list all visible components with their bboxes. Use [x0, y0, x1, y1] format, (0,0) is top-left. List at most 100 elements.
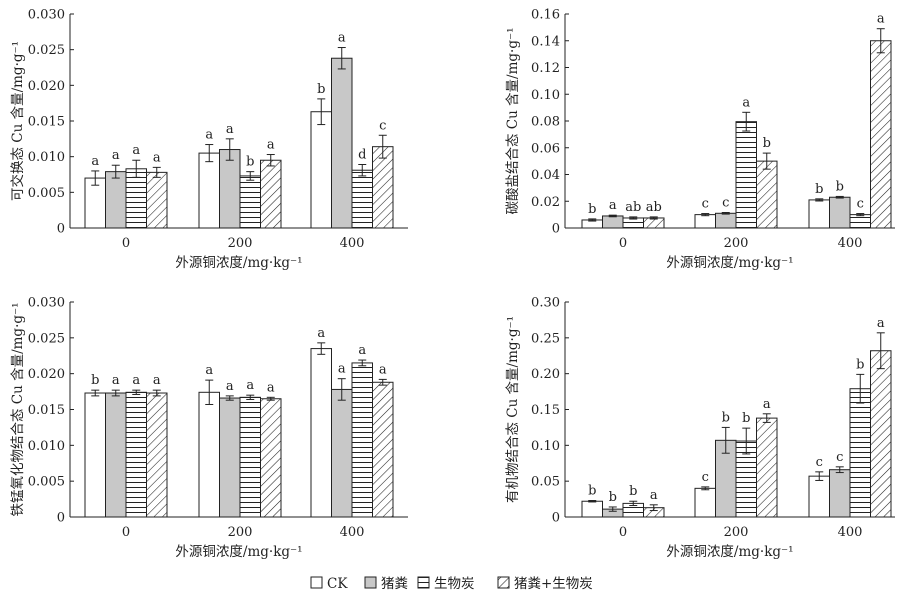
- y-axis-label: 可交换态 Cu 含量/mg·g⁻¹: [9, 41, 26, 201]
- y-tick-label: 0.10: [531, 88, 560, 103]
- y-tick-label: 0.025: [28, 43, 65, 58]
- bar: [260, 398, 282, 518]
- significance-letter: b: [836, 179, 844, 194]
- bar: [372, 146, 394, 229]
- significance-letter: a: [226, 379, 234, 394]
- significance-letter: b: [856, 357, 864, 372]
- legend-swatch: [497, 576, 510, 589]
- y-tick-label: 0.08: [531, 115, 560, 130]
- significance-letter: a: [338, 31, 346, 46]
- y-tick-label: 0.010: [28, 439, 65, 454]
- significance-letter: a: [338, 362, 346, 377]
- chart-panel-1: 0 0.005 0.010 0.015 0.020 0.025 0.030 0 200 400 外源…: [9, 8, 408, 271]
- significance-letter: b: [246, 155, 254, 170]
- y-tick-label: 0: [57, 511, 65, 526]
- y-tick-label: 0.015: [28, 115, 65, 130]
- y-axis-label: 铁锰氧化物结合态 Cu 含量/mg·g⁻¹: [10, 302, 26, 516]
- y-tick-label: 0.15: [531, 403, 560, 418]
- bar: [735, 121, 757, 229]
- chart-panel-3: 0 0.005 0.010 0.015 0.020 0.025 0.030 0 200 400 外源…: [10, 296, 408, 560]
- significance-letter: a: [379, 362, 387, 377]
- y-tick-label: 0.030: [28, 8, 65, 23]
- significance-letter: a: [112, 373, 120, 388]
- y-tick-label: 0.04: [531, 168, 560, 183]
- bar: [239, 175, 261, 229]
- bar: [829, 469, 851, 518]
- bar: [105, 171, 127, 229]
- x-tick-label: 400: [838, 525, 863, 540]
- x-axis-label: 外源铜浓度/mg·kg⁻¹: [175, 544, 302, 560]
- bar: [849, 388, 871, 518]
- y-tick-label: 0.020: [28, 367, 65, 382]
- bar: [331, 57, 353, 229]
- bar: [146, 392, 168, 518]
- bar: [756, 417, 778, 518]
- significance-letter: b: [588, 484, 596, 499]
- significance-letter: a: [742, 95, 750, 110]
- significance-letter: d: [358, 148, 366, 163]
- legend-label: 生物炭: [434, 576, 475, 592]
- bar: [84, 392, 106, 518]
- bar: [808, 475, 830, 518]
- significance-letter: a: [153, 150, 161, 165]
- x-tick-label: 200: [724, 236, 749, 251]
- bar: [331, 388, 353, 518]
- significance-letter: a: [205, 128, 213, 143]
- bar: [198, 152, 220, 229]
- y-tick-label: 0.20: [531, 367, 560, 382]
- significance-letter: a: [877, 12, 885, 27]
- bar: [829, 196, 851, 229]
- significance-letter: c: [379, 118, 386, 133]
- bar: [870, 40, 892, 229]
- significance-letter: a: [650, 488, 658, 503]
- significance-letter: c: [702, 197, 709, 212]
- x-tick-label: 0: [122, 525, 130, 540]
- x-axis-label: 外源铜浓度/mg·kg⁻¹: [666, 544, 793, 560]
- significance-letter: b: [742, 411, 750, 426]
- y-tick-label: 0.02: [531, 195, 560, 210]
- y-axis-label: 有机物结合态 Cu 含量/mg·g⁻¹: [505, 316, 521, 503]
- significance-letter: b: [722, 410, 730, 425]
- bar: [351, 169, 373, 229]
- bar: [310, 348, 332, 518]
- bar: [372, 381, 394, 518]
- bar: [146, 171, 168, 229]
- significance-letter: a: [267, 138, 275, 153]
- significance-letter: b: [763, 136, 771, 151]
- x-tick-label: 400: [838, 236, 863, 251]
- x-tick-label: 200: [724, 525, 749, 540]
- significance-letter: c: [722, 195, 729, 210]
- x-tick-label: 200: [228, 525, 253, 540]
- y-tick-label: 0.25: [531, 331, 560, 346]
- y-tick-label: 0.030: [28, 296, 65, 311]
- significance-letter: a: [246, 378, 254, 393]
- y-tick-label: 0: [57, 222, 65, 237]
- significance-letter: a: [317, 326, 325, 341]
- significance-letter: a: [91, 154, 99, 169]
- bar: [870, 350, 892, 518]
- y-tick-label: 0.020: [28, 79, 65, 94]
- y-tick-label: 0.005: [28, 186, 65, 201]
- significance-letter: a: [205, 363, 213, 378]
- y-tick-label: 0.005: [28, 475, 65, 490]
- significance-letter: b: [609, 490, 617, 505]
- y-tick-label: 0.06: [531, 141, 560, 156]
- bar: [219, 397, 241, 518]
- significance-letter: a: [226, 122, 234, 137]
- y-tick-label: 0: [552, 511, 560, 526]
- significance-letter: a: [763, 397, 771, 412]
- y-tick-label: 0.10: [531, 439, 560, 454]
- x-tick-label: 0: [122, 236, 130, 251]
- y-axis-label: 碳酸盐结合态 Cu 含量/mg·g⁻¹: [505, 27, 521, 214]
- y-tick-label: 0.015: [28, 403, 65, 418]
- significance-letter: b: [91, 373, 99, 388]
- bar: [198, 391, 220, 518]
- y-tick-label: 0.05: [531, 475, 560, 490]
- chart-panel-4: 0 0.05 0.10 0.15 0.20 0.25 0.30 0 200 400 外源铜浓度/mg…: [505, 296, 895, 560]
- bar: [849, 214, 871, 229]
- x-axis-label: 外源铜浓度/mg·kg⁻¹: [175, 255, 302, 271]
- y-tick-label: 0.010: [28, 150, 65, 165]
- significance-letter: c: [816, 455, 823, 470]
- significance-letter: b: [815, 182, 823, 197]
